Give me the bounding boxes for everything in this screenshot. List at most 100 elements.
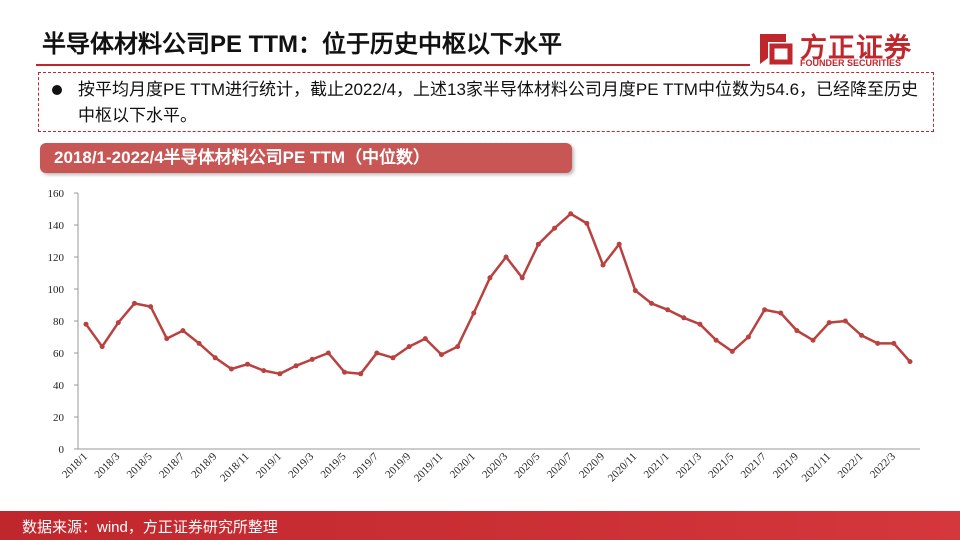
data-point <box>713 337 719 343</box>
x-tick-label: 2018/1 <box>60 451 90 481</box>
data-point <box>794 328 800 334</box>
x-tick-label: 2020/11 <box>606 451 640 485</box>
x-tick-label: 2020/1 <box>448 451 478 481</box>
data-point <box>859 332 865 338</box>
logo-icon <box>760 34 793 65</box>
x-tick-label: 2018/5 <box>125 450 155 480</box>
x-tick-label: 2020/7 <box>545 450 575 480</box>
data-point <box>180 328 186 334</box>
data-point <box>632 288 638 294</box>
x-tick-label: 2020/5 <box>512 450 542 480</box>
slide-title: 半导体材料公司PE TTM：位于历史中枢以下水平 <box>42 31 562 58</box>
data-point <box>778 310 784 316</box>
logo-name: 方正证券 <box>800 33 912 63</box>
x-tick-label: 2019/7 <box>351 450 381 480</box>
data-point <box>762 307 768 313</box>
x-tick-label: 2018/3 <box>92 450 122 480</box>
x-tick-label: 2019/5 <box>319 450 349 480</box>
data-point <box>487 275 493 281</box>
title-rule <box>36 64 750 66</box>
data-point <box>438 352 444 358</box>
chart-title: 2018/1-2022/4半导体材料公司PE TTM（中位数） <box>40 143 572 173</box>
data-point <box>681 315 687 321</box>
y-tick-label: 140 <box>48 220 65 232</box>
data-line <box>84 212 911 376</box>
data-point <box>471 310 477 316</box>
data-point <box>358 371 364 377</box>
data-point <box>842 318 848 324</box>
data-point <box>99 344 105 350</box>
y-tick-label: 20 <box>53 412 65 424</box>
x-tick-label: 2019/11 <box>412 451 446 485</box>
x-tick-label: 2020/9 <box>577 450 607 480</box>
data-point <box>810 337 816 343</box>
x-tick-label: 2018/9 <box>189 450 219 480</box>
data-point <box>519 275 525 281</box>
summary-box <box>38 72 934 132</box>
data-point <box>325 350 331 356</box>
data-point <box>729 348 735 354</box>
data-point <box>616 241 622 247</box>
data-point <box>455 344 461 350</box>
data-point <box>164 336 170 342</box>
footer-band <box>0 511 960 540</box>
data-point <box>406 344 412 350</box>
x-tick-label: 2020/3 <box>480 450 510 480</box>
x-tick-label: 2018/11 <box>218 451 252 485</box>
data-point <box>342 369 348 375</box>
data-point <box>261 368 267 374</box>
x-tick-label: 2021/3 <box>674 450 704 480</box>
bullet-dot <box>52 85 62 95</box>
data-point <box>568 211 574 217</box>
summary-text: 按平均月度PE TTM进行统计，截止2022/4，上述13家半导体材料公司月度P… <box>78 80 919 125</box>
data-point <box>83 321 89 327</box>
x-tick-label: 2022/3 <box>868 450 898 480</box>
data-point <box>891 340 897 346</box>
data-point <box>826 320 832 326</box>
data-point <box>600 262 606 268</box>
data-point <box>907 359 913 365</box>
logo-subtitle: FOUNDER SECURITIES <box>800 58 902 68</box>
y-tick-label: 0 <box>59 444 65 456</box>
data-point <box>212 355 218 361</box>
data-point <box>196 340 202 346</box>
data-point <box>277 371 283 377</box>
x-tick-label: 2021/9 <box>771 450 801 480</box>
data-point <box>648 300 654 306</box>
x-tick-label: 2019/3 <box>286 450 316 480</box>
data-point <box>148 304 154 310</box>
x-tick-label: 2022/1 <box>836 451 866 481</box>
data-point <box>228 366 234 372</box>
x-tick-label: 2021/1 <box>642 451 672 481</box>
data-point <box>584 220 590 226</box>
data-point <box>390 355 396 361</box>
data-point <box>535 241 541 247</box>
data-point <box>293 363 299 369</box>
data-point <box>131 300 137 306</box>
data-point <box>115 320 121 326</box>
data-point <box>503 254 509 260</box>
data-point <box>552 225 558 231</box>
y-tick-label: 120 <box>48 252 65 264</box>
x-tick-label: 2021/11 <box>800 451 834 485</box>
source-note: 数据来源：wind，方正证券研究所整理 <box>22 519 278 536</box>
data-point <box>309 356 315 362</box>
y-tick-label: 80 <box>53 316 65 328</box>
y-tick-label: 60 <box>53 348 65 360</box>
y-tick-label: 100 <box>48 284 65 296</box>
data-point <box>422 336 428 342</box>
x-tick-label: 2018/7 <box>157 450 187 480</box>
y-tick-label: 40 <box>53 380 65 392</box>
data-point <box>374 350 380 356</box>
data-point <box>875 340 881 346</box>
x-tick-label: 2021/5 <box>706 450 736 480</box>
y-tick-label: 160 <box>48 188 65 200</box>
x-tick-label: 2021/7 <box>739 450 769 480</box>
x-tick-label: 2019/9 <box>383 450 413 480</box>
data-point <box>697 321 703 327</box>
data-point <box>245 361 251 367</box>
data-point <box>665 307 671 313</box>
x-tick-label: 2019/1 <box>254 451 284 481</box>
